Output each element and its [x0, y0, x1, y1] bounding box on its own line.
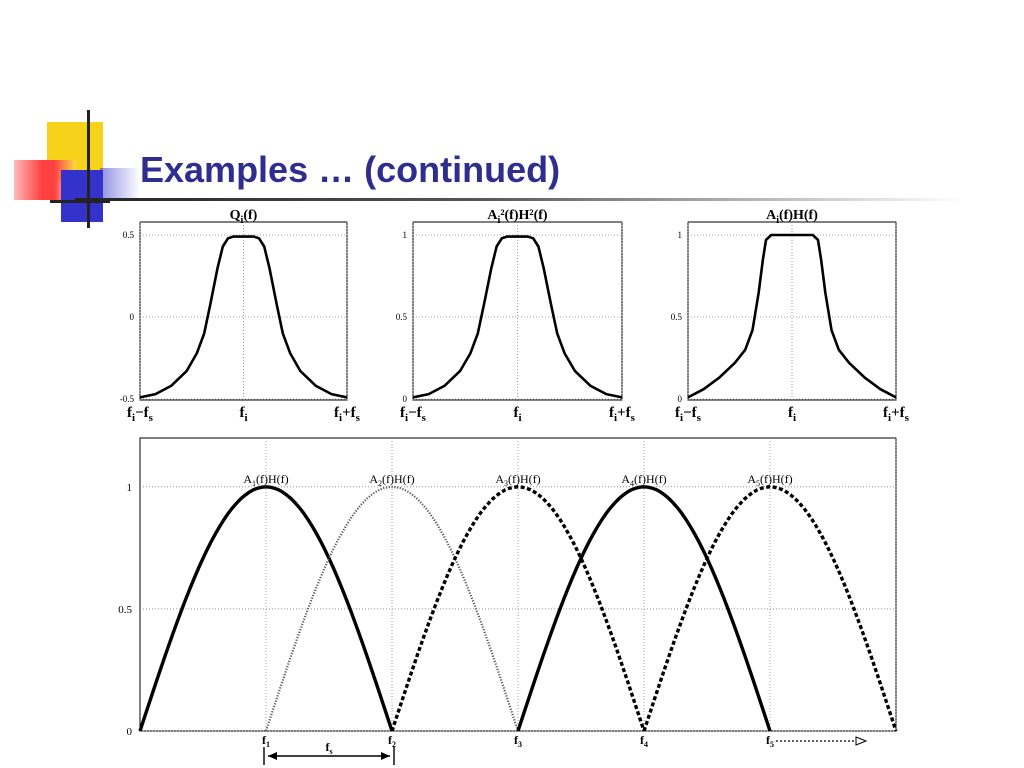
panel-bottom: 00.51 [118, 437, 898, 765]
y-tick-label: 0.5 [123, 230, 135, 240]
x-tick-label: fi+fs [334, 405, 361, 424]
y-tick-label: 0.5 [396, 312, 408, 322]
x-tick-label-f3: f3 [514, 733, 522, 749]
curve [687, 233, 897, 399]
panel-title: Ai²(f)H²(f) [487, 208, 548, 226]
spacing-arrowhead-left [268, 752, 277, 760]
series-label-4: A4(f)H(f) [621, 472, 666, 488]
x-tick-label-f1: f1 [262, 733, 270, 749]
panel-2: 00.51 [396, 221, 623, 404]
x-tick-label: fi−fs [400, 405, 427, 424]
y-tick-label: 1 [403, 230, 408, 240]
x-tick-label: fi [788, 405, 796, 424]
x-tick-label: fi+fs [609, 405, 636, 424]
panel-3: 00.51 [671, 221, 897, 404]
x-tick-label: fi [513, 405, 521, 424]
y-tick-label: 0 [403, 394, 408, 404]
x-tick-label-f4: f4 [640, 733, 648, 749]
x-tick-label: fi [239, 405, 247, 424]
deco-blue-square [61, 170, 103, 222]
panel-title: Qi(f) [230, 208, 258, 226]
x-tick-label-f2: f2 [388, 733, 396, 749]
series-line-4 [516, 485, 772, 732]
y-tick-label: 0 [678, 394, 683, 404]
series-label-3: A3(f)H(f) [495, 472, 540, 488]
series-label-1: A1(f)H(f) [243, 472, 288, 488]
panel-title: Ai(f)H(f) [766, 208, 818, 226]
deco-blue-fade [100, 168, 140, 198]
panel-frame [687, 221, 897, 401]
curve [139, 235, 348, 399]
y-tick-label: 0 [127, 726, 133, 738]
series-label-2: A2(f)H(f) [369, 472, 414, 488]
x-tick-label: fi+fs [883, 405, 910, 424]
panel-1: -0.5 0 0.5 [120, 221, 348, 404]
spacing-label: fs [325, 740, 332, 756]
panel-frame [139, 221, 348, 401]
panel-frame [412, 221, 623, 401]
series-label-5: A5(f)H(f) [747, 472, 792, 488]
y-tick-label: -0.5 [120, 394, 135, 404]
y-tick-label: 1 [678, 230, 683, 240]
continuation-arrowhead [855, 736, 868, 746]
curve [412, 235, 623, 399]
y-tick-label: 0.5 [671, 312, 683, 322]
x-tick-label: fi−fs [127, 405, 154, 424]
slide-title: Examples … (continued) [140, 149, 561, 190]
y-tick-label: 1 [127, 482, 133, 494]
series-line-1 [138, 485, 394, 732]
spacing-arrowhead-right [381, 752, 390, 760]
y-tick-label: 0 [130, 312, 135, 322]
series-line-5 [642, 485, 898, 732]
x-tick-label: fi−fs [675, 405, 702, 424]
deco-horizontal-line [50, 200, 110, 203]
y-tick-label: 0.5 [118, 604, 132, 616]
series-line-3 [390, 485, 646, 732]
series-line-2 [264, 485, 520, 732]
x-tick-label-f5: f5 [766, 733, 774, 749]
deco-vertical-line [87, 110, 90, 228]
title-underline [75, 198, 965, 201]
